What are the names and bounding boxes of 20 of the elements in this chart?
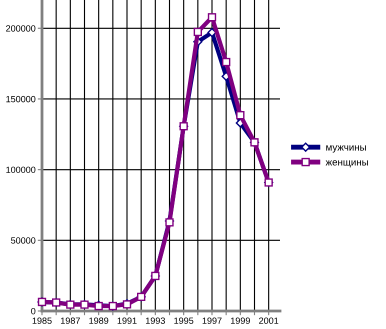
x-tick-label: 1991 [118,317,137,324]
y-tick-label: 0 [31,308,36,314]
point [236,111,244,120]
point [194,28,202,36]
y-tick-label: 100000 [6,166,36,173]
x-tick-label: 1997 [202,317,222,324]
x-tick-label: 1999 [230,317,250,324]
x-tick-label: 1989 [89,317,108,324]
x-tick-label: 1993 [146,317,165,324]
y-tick-label: 50000 [11,237,36,244]
x-tick-label: 2001 [259,317,278,324]
y-tick-label: 200000 [6,25,36,32]
x-tick-label: 1985 [32,317,52,324]
x-tick-label: 1995 [174,317,194,324]
y-tick-label: 150000 [6,96,36,102]
x-tick-label: 1987 [60,317,80,324]
legend-label: женщины [326,160,368,168]
point [222,58,230,66]
legend-label: мужчины [326,145,366,153]
point [208,13,216,22]
